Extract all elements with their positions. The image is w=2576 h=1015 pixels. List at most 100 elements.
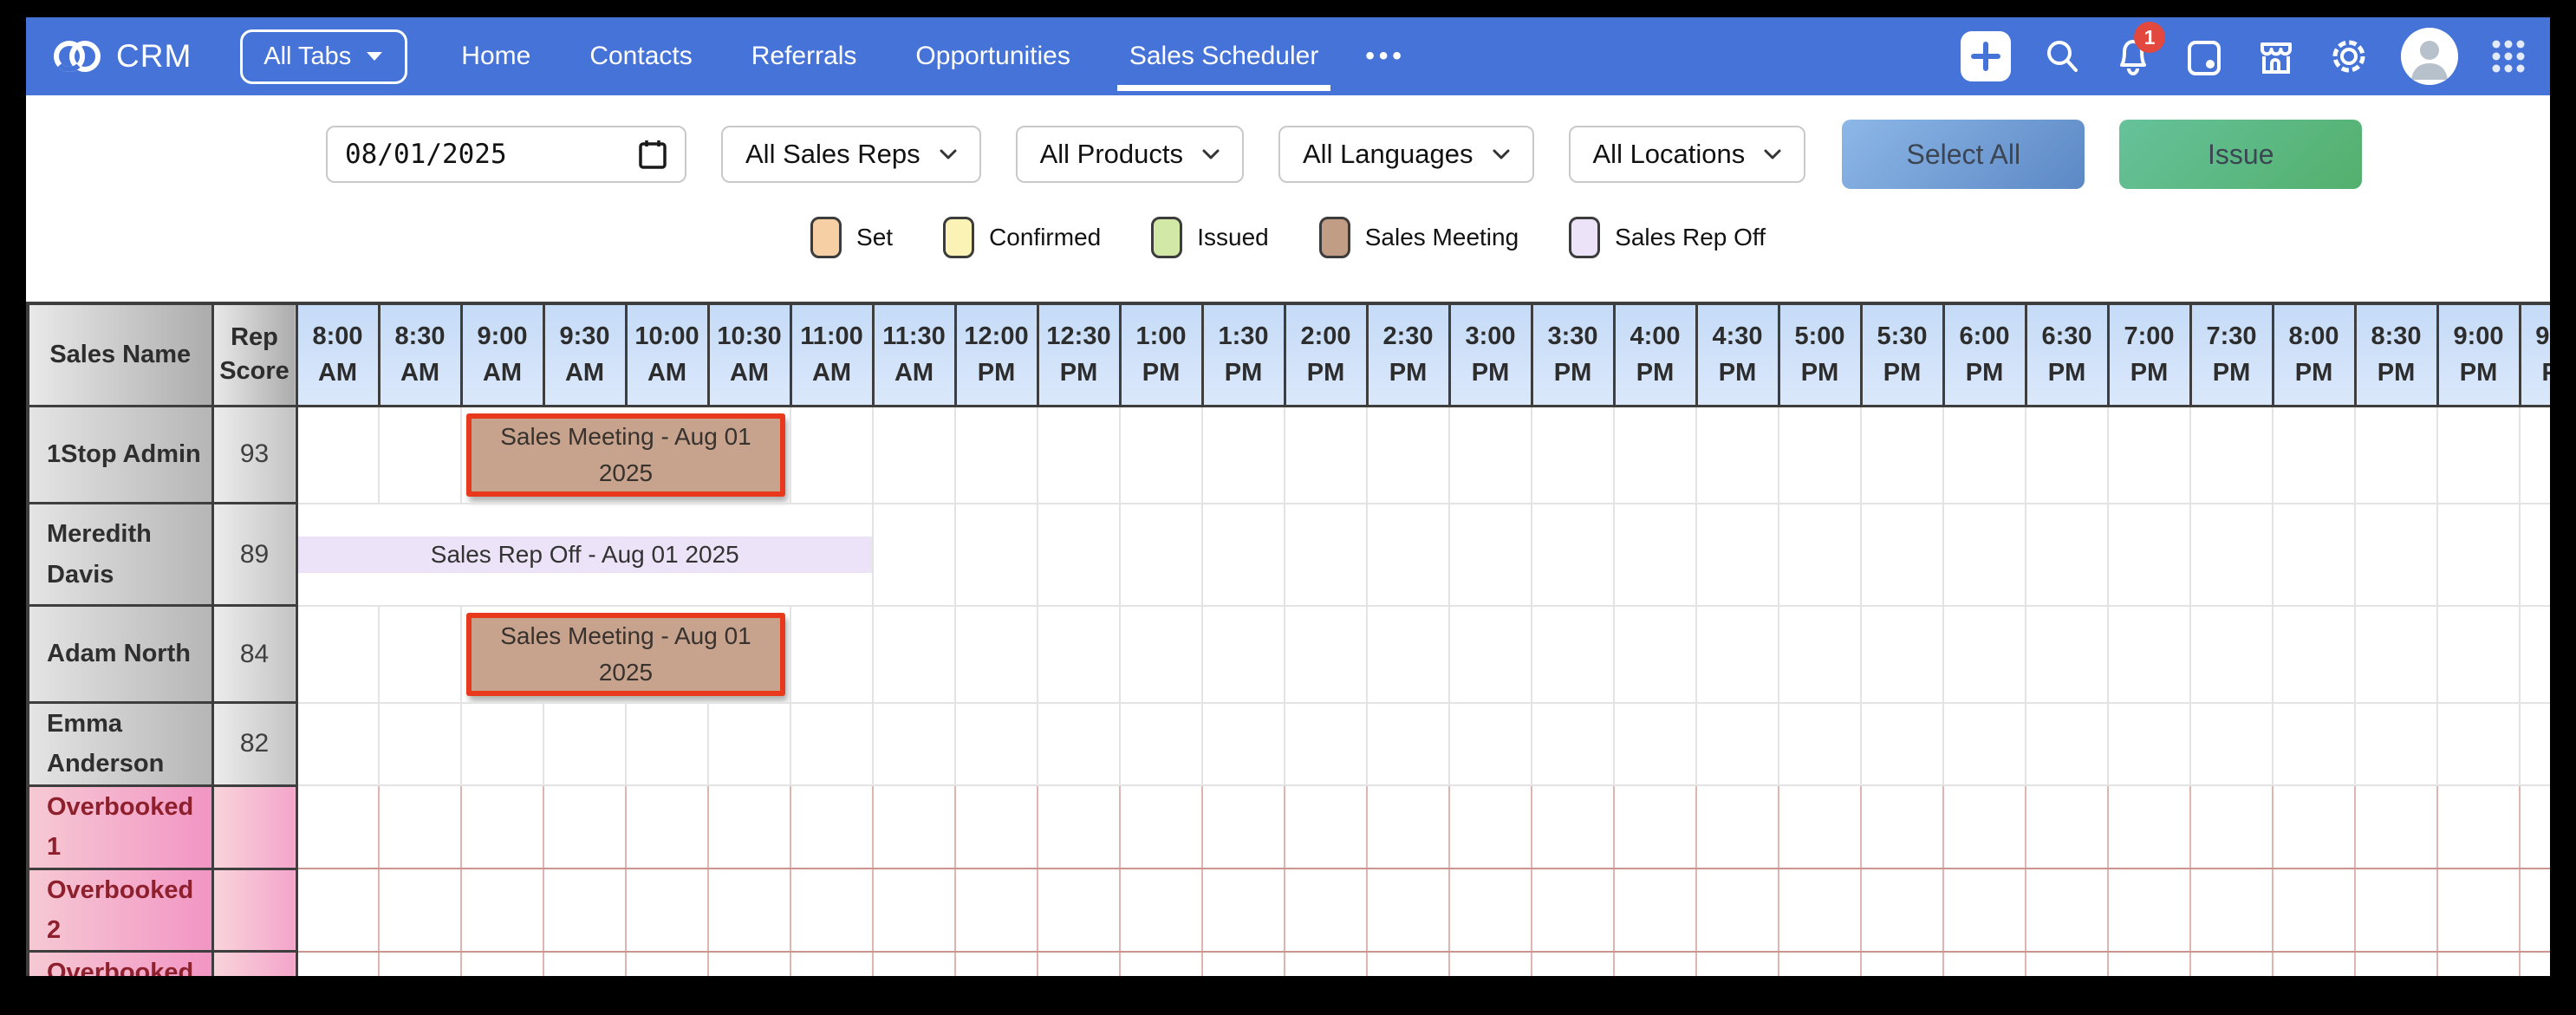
time-slot[interactable]: [790, 950, 874, 976]
time-slot[interactable]: [2354, 868, 2438, 953]
time-slot[interactable]: [1366, 502, 1450, 607]
time-slot[interactable]: [1531, 950, 1615, 976]
filter-select-all-languages[interactable]: All Languages: [1278, 126, 1534, 183]
time-slot[interactable]: [1366, 701, 1450, 787]
time-slot[interactable]: [2436, 405, 2521, 504]
nav-item-opportunities[interactable]: Opportunities: [915, 42, 1070, 70]
time-slot[interactable]: [1037, 784, 1121, 870]
time-slot[interactable]: [1448, 604, 1532, 704]
time-slot[interactable]: [460, 784, 544, 870]
time-slot[interactable]: [790, 405, 874, 504]
time-slot[interactable]: [1613, 701, 1697, 787]
time-slot[interactable]: [1201, 405, 1285, 504]
apps-grid-icon[interactable]: [2489, 37, 2527, 75]
time-slot[interactable]: [460, 950, 544, 976]
nav-item-home[interactable]: Home: [461, 42, 531, 70]
time-slot[interactable]: [1778, 868, 1862, 953]
time-slot[interactable]: [1201, 701, 1285, 787]
time-slot[interactable]: [2107, 405, 2191, 504]
time-slot[interactable]: [378, 604, 462, 704]
time-slot[interactable]: [1284, 502, 1368, 607]
time-slot[interactable]: [2436, 502, 2521, 607]
time-slot[interactable]: [2189, 502, 2274, 607]
time-slot[interactable]: [1201, 784, 1285, 870]
time-slot[interactable]: [954, 950, 1038, 976]
time-slot[interactable]: [790, 701, 874, 787]
time-slot[interactable]: [1284, 868, 1368, 953]
time-slot[interactable]: [1037, 405, 1121, 504]
time-slot[interactable]: [543, 701, 627, 787]
time-slot[interactable]: [296, 701, 380, 787]
time-slot[interactable]: [1695, 604, 1779, 704]
event-sales-rep-off[interactable]: Sales Rep Off - Aug 01 2025: [297, 536, 872, 573]
time-slot[interactable]: [1448, 701, 1532, 787]
time-slot[interactable]: [1201, 950, 1285, 976]
time-slot[interactable]: [1778, 405, 1862, 504]
time-slot[interactable]: [1366, 868, 1450, 953]
time-slot[interactable]: [2189, 701, 2274, 787]
time-slot[interactable]: [1284, 950, 1368, 976]
time-slot[interactable]: [2025, 502, 2109, 607]
time-slot[interactable]: [1531, 784, 1615, 870]
time-slot[interactable]: [2189, 604, 2274, 704]
select-all-button[interactable]: Select All: [1842, 120, 2085, 189]
time-slot[interactable]: [543, 784, 627, 870]
time-slot[interactable]: [1860, 784, 1944, 870]
date-input[interactable]: 08/01/2025: [326, 126, 686, 183]
time-slot[interactable]: [2354, 950, 2438, 976]
time-slot[interactable]: [1448, 868, 1532, 953]
time-slot[interactable]: [2519, 950, 2550, 976]
time-slot[interactable]: [2354, 502, 2438, 607]
time-slot[interactable]: [1448, 784, 1532, 870]
time-slot[interactable]: [1284, 784, 1368, 870]
time-slot[interactable]: [707, 701, 791, 787]
time-slot[interactable]: [2107, 784, 2191, 870]
time-slot[interactable]: [2025, 784, 2109, 870]
time-slot[interactable]: [2189, 405, 2274, 504]
time-slot[interactable]: [1613, 604, 1697, 704]
time-slot[interactable]: [1037, 604, 1121, 704]
time-slot[interactable]: [378, 784, 462, 870]
time-slot[interactable]: [1778, 784, 1862, 870]
time-slot[interactable]: [2436, 868, 2521, 953]
time-slot[interactable]: [1778, 950, 1862, 976]
time-slot[interactable]: [954, 784, 1038, 870]
time-slot[interactable]: [625, 950, 709, 976]
time-slot[interactable]: [1942, 502, 2026, 607]
time-slot[interactable]: [1448, 502, 1532, 607]
time-slot[interactable]: [2354, 701, 2438, 787]
time-slot[interactable]: [625, 784, 709, 870]
time-slot[interactable]: [707, 784, 791, 870]
time-slot[interactable]: [1695, 868, 1779, 953]
time-slot[interactable]: [543, 950, 627, 976]
time-slot[interactable]: [2189, 868, 2274, 953]
time-slot[interactable]: [2272, 405, 2356, 504]
time-slot[interactable]: [1037, 950, 1121, 976]
time-slot[interactable]: [1860, 405, 1944, 504]
time-slot[interactable]: [1448, 405, 1532, 504]
time-slot[interactable]: [2519, 868, 2550, 953]
time-slot[interactable]: [1531, 502, 1615, 607]
time-slot[interactable]: [1119, 784, 1203, 870]
time-slot[interactable]: [1942, 701, 2026, 787]
time-slot[interactable]: [872, 868, 956, 953]
time-slot[interactable]: [1778, 502, 1862, 607]
nav-item-referrals[interactable]: Referrals: [751, 42, 857, 70]
time-slot[interactable]: [954, 868, 1038, 953]
time-slot[interactable]: [954, 701, 1038, 787]
time-slot[interactable]: [1942, 405, 2026, 504]
time-slot[interactable]: [872, 701, 956, 787]
time-slot[interactable]: [1695, 701, 1779, 787]
time-slot[interactable]: [2436, 784, 2521, 870]
time-slot[interactable]: [1448, 950, 1532, 976]
filter-select-all-products[interactable]: All Products: [1015, 126, 1244, 183]
time-slot[interactable]: [954, 502, 1038, 607]
all-tabs-button[interactable]: All Tabs: [240, 29, 408, 84]
time-slot[interactable]: [1531, 868, 1615, 953]
event-sales-meeting[interactable]: Sales Meeting - Aug 01 2025: [466, 413, 785, 497]
time-slot[interactable]: [625, 701, 709, 787]
time-slot[interactable]: [296, 784, 380, 870]
time-slot[interactable]: [2354, 405, 2438, 504]
time-slot[interactable]: [872, 405, 956, 504]
issue-button[interactable]: Issue: [2119, 120, 2363, 189]
